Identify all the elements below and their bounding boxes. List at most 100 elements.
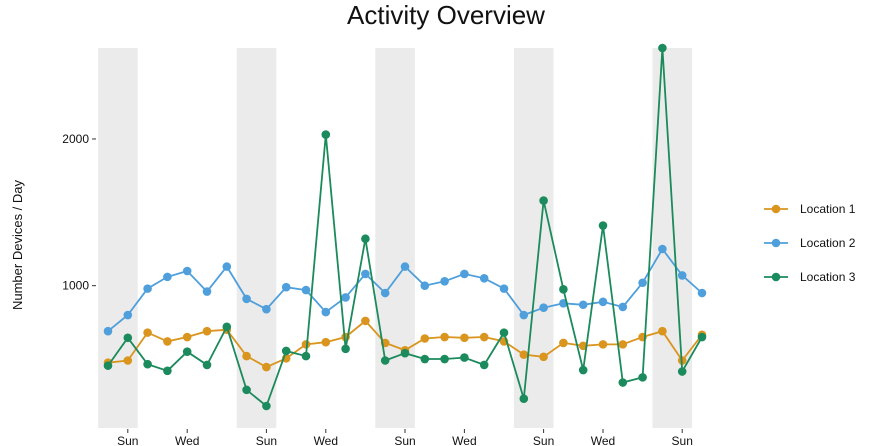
data-point <box>103 361 113 370</box>
data-point <box>677 271 687 280</box>
x-tick-label: Sun <box>117 434 138 446</box>
data-point <box>658 43 667 53</box>
data-point <box>242 294 251 304</box>
data-point <box>440 276 449 286</box>
data-point <box>479 332 489 342</box>
data-point <box>519 310 529 320</box>
data-point <box>559 338 568 348</box>
data-point <box>321 130 331 139</box>
data-point <box>202 287 212 296</box>
data-point <box>321 307 331 317</box>
weekend-band <box>236 48 277 428</box>
data-point <box>618 302 628 312</box>
data-point <box>460 353 469 362</box>
data-point <box>420 354 430 364</box>
data-point <box>499 328 509 337</box>
x-tick-label: Wed <box>314 434 338 446</box>
x-tick-label: Wed <box>591 434 615 446</box>
data-point <box>123 310 133 320</box>
data-point <box>479 360 489 370</box>
data-point <box>420 281 430 290</box>
data-point <box>301 351 311 361</box>
data-point <box>519 350 529 359</box>
y-tick-label: 2000 <box>62 132 89 146</box>
data-point <box>519 394 529 403</box>
weekend-band <box>375 48 415 428</box>
data-point <box>618 340 628 349</box>
data-point <box>658 244 667 254</box>
data-point <box>361 316 370 326</box>
weekend-band <box>98 48 138 428</box>
data-point <box>539 196 548 205</box>
data-point <box>460 269 469 279</box>
data-point <box>202 326 212 336</box>
data-point <box>539 352 548 362</box>
legend-label: Location 2 <box>800 236 856 250</box>
data-point <box>103 326 113 336</box>
data-point <box>539 303 548 312</box>
data-point <box>440 354 449 364</box>
data-point <box>618 378 628 387</box>
data-point <box>222 262 232 271</box>
legend-swatch-dot <box>771 272 781 282</box>
data-point <box>598 297 608 307</box>
weekend-bands <box>98 48 693 428</box>
data-point <box>598 221 608 230</box>
y-axis: 1000 2000 <box>62 132 96 293</box>
data-point <box>638 373 647 382</box>
legend-swatch-dot <box>771 238 781 248</box>
series-3 <box>103 43 707 411</box>
chart-title: Activity Overview <box>347 0 545 30</box>
series-2 <box>103 244 707 336</box>
x-tick-label: Sun <box>672 434 693 446</box>
data-point <box>341 293 350 302</box>
data-point <box>499 284 509 293</box>
y-tick-label: 1000 <box>62 279 89 293</box>
legend-label: Location 3 <box>800 270 856 284</box>
data-point <box>123 333 133 343</box>
series-layer <box>103 43 707 411</box>
data-point <box>559 285 568 294</box>
x-tick-label: Sun <box>533 434 554 446</box>
weekend-band <box>513 48 554 428</box>
data-point <box>281 346 291 356</box>
data-point <box>638 278 647 288</box>
data-point <box>598 340 608 349</box>
x-tick-label: Wed <box>452 434 476 446</box>
data-point <box>262 401 271 411</box>
y-axis-label: Number Devices / Day <box>10 179 25 310</box>
data-point <box>143 284 152 293</box>
data-point <box>281 282 291 292</box>
x-tick-label: Sun <box>394 434 415 446</box>
data-point <box>658 326 667 336</box>
data-point <box>182 347 192 357</box>
data-point <box>143 328 152 337</box>
data-point <box>697 288 707 298</box>
data-point <box>380 356 390 365</box>
data-point <box>242 351 251 361</box>
data-point <box>578 365 588 375</box>
data-point <box>420 334 430 343</box>
legend-swatch-dot <box>771 204 781 214</box>
legend-item: Location 2 <box>764 236 856 250</box>
data-point <box>202 360 212 370</box>
data-point <box>380 288 390 298</box>
x-tick-label: Wed <box>175 434 199 446</box>
data-point <box>440 332 449 342</box>
data-point <box>163 272 172 282</box>
legend-item: Location 1 <box>764 202 856 216</box>
data-point <box>321 337 331 347</box>
data-point <box>341 344 350 354</box>
data-point <box>578 300 588 310</box>
data-point <box>361 269 370 279</box>
data-point <box>697 332 707 342</box>
data-point <box>182 266 192 276</box>
data-point <box>301 285 311 295</box>
data-point <box>182 332 192 342</box>
data-point <box>262 304 271 314</box>
data-point <box>460 333 469 343</box>
legend-label: Location 1 <box>800 202 856 216</box>
data-point <box>163 337 172 346</box>
data-point <box>400 348 410 358</box>
